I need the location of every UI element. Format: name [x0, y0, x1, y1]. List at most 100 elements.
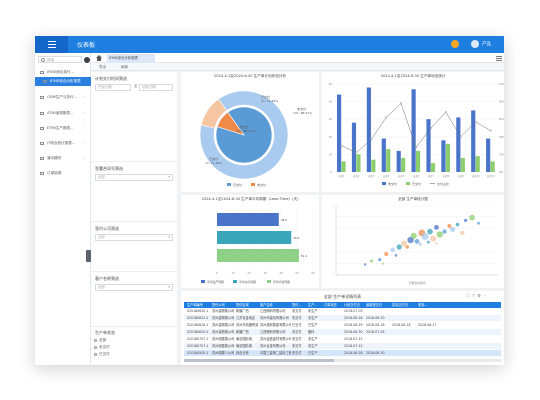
combo-chart: 0 0% 10 20% 20 40% 30 60% 40 80% 50 100% 仓库1 仓库2 仓库3 仓库… [329, 82, 504, 186]
table-cell: 苏州精藤集公司 [212, 337, 235, 341]
sidebar-item[interactable]: JFINE综合分析报表 [35, 77, 91, 86]
column-header[interactable]: 最新提交日 [366, 303, 382, 307]
export-button[interactable]: 导出 [99, 65, 107, 69]
table-cell: S20180620-1 [187, 309, 209, 313]
table-cell: 未交付 [292, 316, 302, 320]
column-header[interactable]: 生产... [308, 303, 318, 307]
bar-undelivered [441, 140, 446, 172]
scatter-point [430, 235, 437, 242]
column-header[interactable]: 订单状态 [324, 303, 337, 307]
sidebar-item[interactable]: ETMI生产报表... › [35, 124, 91, 133]
bar-undelivered [366, 87, 371, 172]
detail-table-panel: 全部 生产单详情列表 ⛶⊤⚙⋮ 生产单编号 签约公司 签约区域 客户名称 签约... 生产… [181, 291, 504, 365]
sidebar-item[interactable]: JT综合统计报表... › [35, 139, 91, 148]
table-cell: S20180707-1 [187, 337, 209, 341]
sidebar-item[interactable]: JFINE综合执行... › [35, 68, 91, 77]
chevron-down-icon: ▾ [168, 175, 170, 179]
table-row[interactable]: S20180620-1 苏州建物集公司 新疆广西 江西朗科有限公司 未交付 未生产 2018… [184, 308, 501, 314]
x-tick-label: 仓库5 [398, 174, 405, 178]
table-row[interactable]: S20180505-1 苏州精藤八公司 综合分析 中国三建第二建设工程 未交付 已生产 20… [184, 350, 501, 356]
table-cell: 南京国际城 [236, 337, 252, 341]
x-tick-label: 0 [216, 271, 218, 275]
table-row[interactable]: S20180707-1 苏州精藤集公司 南京国际城 苏州合金有限公司 未交付 未生产 201… [184, 343, 501, 349]
settings-icon[interactable]: ⚙ [477, 293, 483, 298]
company-select[interactable]: 全部 ▾ [95, 234, 173, 241]
filter-icon[interactable]: ⊤ [471, 293, 478, 298]
column-header[interactable]: 收到... [418, 303, 428, 307]
table-cell: 苏州精藤八公司 [212, 351, 235, 355]
x-tick-label: 10 [231, 271, 235, 275]
sidebar-search-input[interactable]: 搜索 [38, 56, 82, 63]
sidebar-collapse-handle[interactable] [86, 250, 91, 262]
status-option-all[interactable]: 全部 [94, 338, 106, 343]
contract-filter: 签署合同号筛选 全部 ▾ [91, 162, 177, 222]
customer-select[interactable]: 全部 ▾ [95, 284, 173, 291]
table-row[interactable]: S20180620-5 苏州建物集公司 新疆广西 江西朗科有限公司 未交付 备料 2018-… [184, 329, 501, 335]
bar-undelivered [426, 119, 431, 172]
scatter-point [436, 231, 443, 238]
table-cell: 已生产 [308, 351, 318, 355]
ratio-point [370, 138, 373, 141]
avatar[interactable] [471, 40, 479, 48]
column-header[interactable]: 客户名称 [260, 303, 273, 307]
table-horizontal-scrollbar[interactable] [184, 359, 501, 362]
table-cell: 备料 [308, 330, 315, 334]
combo-chart-title: 2024-4-1至2024-6-30 生产单状态统计 [380, 74, 446, 78]
table-cell: 江苏省金地区 [236, 316, 256, 320]
table-row[interactable]: S20180622-2 苏州建物集公司 江苏省金地区 苏州市建机有限公司 未交付 未生产 2… [184, 315, 501, 321]
table-row[interactable]: S20180626-1 苏州建物集公司 苏州市机器贸易 苏州德邦集团有限公司 已交付 已生… [184, 322, 501, 328]
bar-delivered [371, 159, 376, 172]
menu-icon[interactable] [35, 36, 68, 53]
sidebar-item[interactable]: ATMI追溯报表... › [35, 109, 91, 118]
y-tick-label: 40 [329, 100, 333, 104]
date-from-input[interactable]: 开始日期 [95, 84, 131, 91]
refresh-button[interactable]: 刷新 [121, 65, 129, 69]
sidebar-item[interactable]: ODM生产与执行... › [35, 93, 91, 102]
y-tick-label: 20 [329, 135, 333, 139]
column-header[interactable]: 计划交付日 [344, 303, 360, 307]
x-tick-label: 仓库2 [353, 174, 360, 178]
sidebar-item[interactable]: 演示模块 › [35, 154, 91, 163]
expand-icon[interactable]: ⛶ [467, 293, 472, 298]
report-icon [40, 96, 44, 99]
tab-menu-icon[interactable] [496, 56, 502, 61]
scatter-point [370, 259, 374, 263]
sidebar-item-label: 订单追溯 [47, 171, 62, 175]
column-header[interactable]: 实际交付日 [392, 303, 408, 307]
scatter-point [363, 263, 367, 266]
status-option-undelivered[interactable]: 未交付 [94, 345, 110, 350]
table-cell: S20180707-1 [187, 344, 209, 348]
pie-outer-slice [199, 90, 289, 180]
ratio-point [489, 129, 492, 132]
contract-select[interactable]: 全部 ▾ [95, 174, 173, 181]
status-option-delivered[interactable]: 已交付 [94, 352, 110, 357]
column-header[interactable]: 签约公司 [212, 303, 225, 307]
scatter-point [384, 252, 389, 256]
home-icon[interactable] [95, 54, 103, 62]
scatter-point [450, 226, 456, 233]
toolbar: 导出 刷新 [91, 63, 504, 71]
table-row[interactable]: S20180707-1 苏州精藤集公司 南京国际城 苏州金盛建材有限公司 未交付 未生产 2… [184, 336, 501, 342]
sidebar-item[interactable]: 订单追溯 [35, 169, 91, 178]
bar-undelivered [456, 117, 461, 172]
y-tick-label: 0 [330, 170, 332, 174]
notification-icon[interactable] [451, 40, 459, 48]
chevron-right-icon: › [83, 156, 85, 160]
scroll-thumb[interactable] [184, 359, 334, 362]
column-header[interactable]: 签约区域 [236, 303, 249, 307]
column-header[interactable]: 签约... [292, 303, 302, 307]
column-header[interactable]: 生产单编号 [187, 303, 203, 307]
tab-current-report[interactable]: JFINE综合分析报表 [107, 54, 155, 63]
more-icon[interactable]: ⋮ [482, 293, 489, 298]
scatter-point [401, 240, 408, 247]
sidebar-toggle-icon[interactable] [84, 57, 90, 63]
ratio-point [400, 102, 403, 105]
username[interactable]: 产品 [482, 42, 491, 47]
table-cell: 新疆广西 [236, 330, 249, 334]
legend-label: 已交付 [233, 182, 242, 187]
date-to-input[interactable]: 结束日期 [139, 84, 173, 91]
scatter-point [427, 228, 433, 235]
report-icon [40, 172, 44, 175]
y2-tick-label: 40% [499, 135, 504, 139]
